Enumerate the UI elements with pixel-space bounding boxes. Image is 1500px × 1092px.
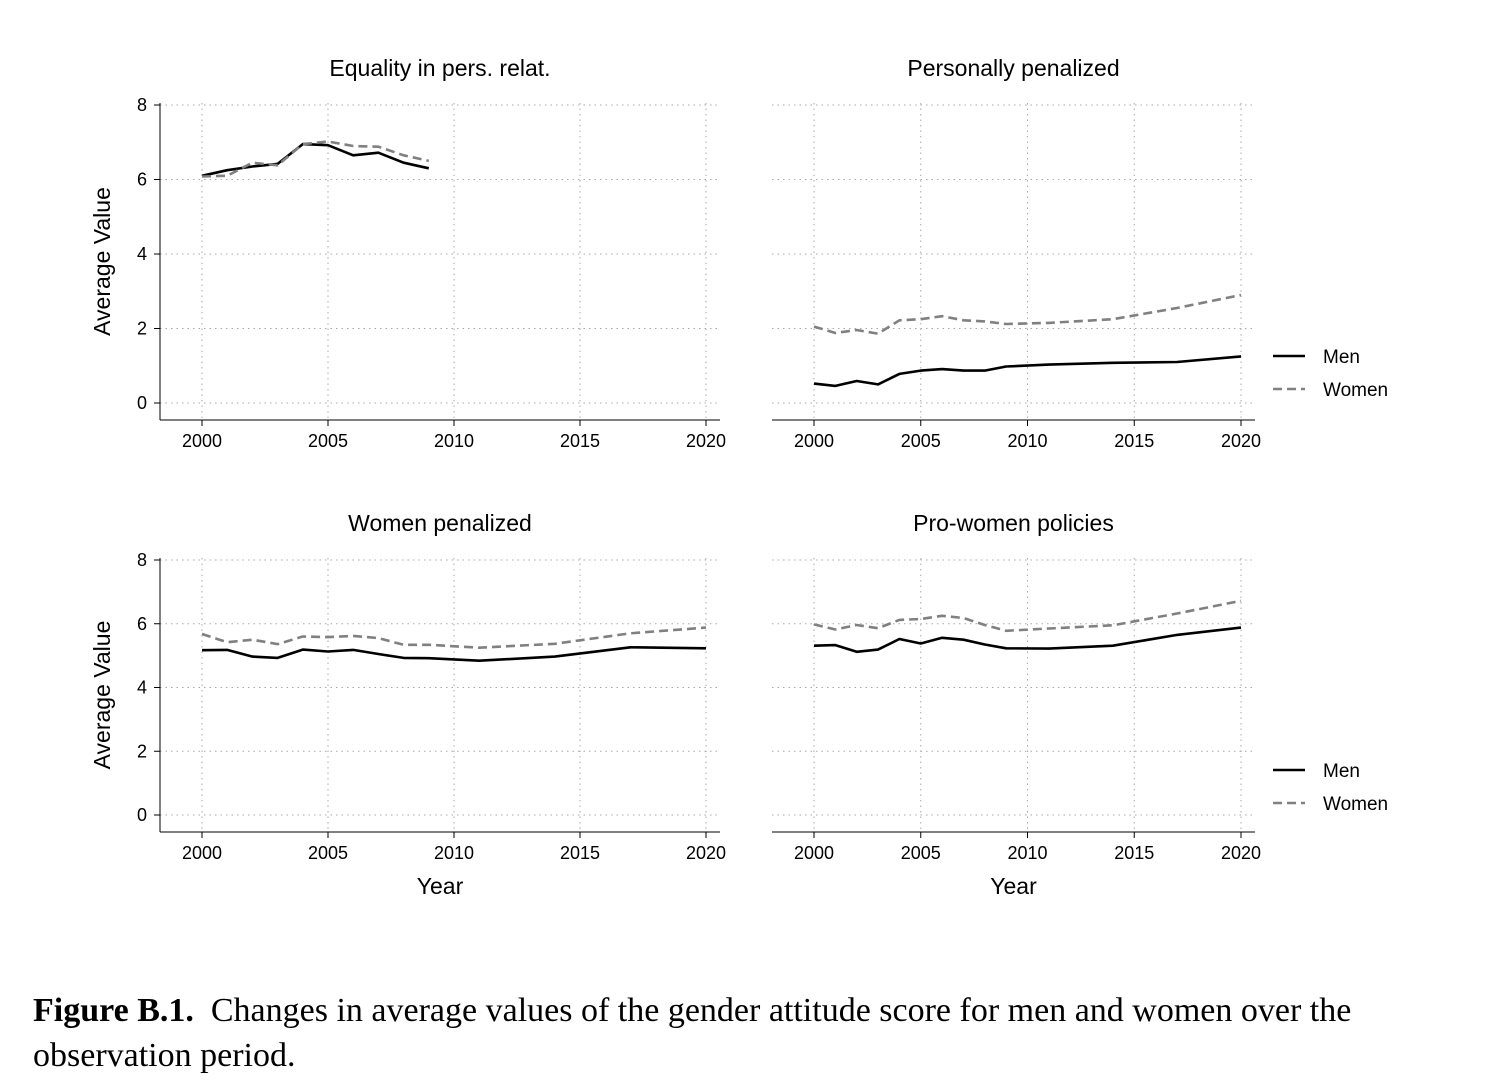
y-tick-label: 2 [137, 319, 147, 339]
series-line-men [813, 626, 1242, 654]
y-tick-label: 0 [137, 393, 147, 413]
legend: Men Women [1273, 761, 1388, 815]
series-line-men [201, 142, 430, 178]
y-tick-label: 8 [137, 550, 147, 570]
series-line-women [813, 293, 1242, 336]
y-tick-label: 0 [137, 805, 147, 825]
y-tick-label: 4 [137, 244, 147, 264]
series-line-men [201, 645, 707, 663]
chart-panel-3: 2000 2005 2010 2015 2020 0 2 4 6 8 Women penalized… [89, 510, 726, 899]
caption-label: Figure B.1. [33, 992, 194, 1029]
x-tick-label: 2020 [686, 431, 726, 451]
x-tick-label: 2010 [1007, 843, 1047, 863]
x-axis-label: Year [990, 873, 1037, 899]
series-line-women [813, 599, 1242, 633]
legend-label-women: Women [1323, 794, 1388, 815]
x-tick-label: 2015 [560, 843, 600, 863]
x-tick-label: 2005 [308, 843, 348, 863]
chart-title: Personally penalized [907, 55, 1119, 81]
x-tick-label: 2000 [182, 431, 222, 451]
x-axis-label: Year [417, 873, 464, 899]
x-tick-label: 2020 [1221, 431, 1261, 451]
series-line-men [813, 355, 1242, 388]
legend-label-men: Men [1323, 761, 1360, 782]
chart-panel-1: 2000 2005 2010 2015 2020 0 2 4 6 8 Equality in per… [89, 55, 726, 451]
x-tick-label: 2005 [901, 843, 941, 863]
chart-panel-2: 2000 2005 2010 2015 2020 Personally penalized… [772, 55, 1388, 451]
y-tick-label: 8 [137, 95, 147, 115]
y-tick-label: 2 [137, 741, 147, 761]
x-tick-label: 2020 [686, 843, 726, 863]
x-tick-label: 2010 [434, 843, 474, 863]
x-tick-label: 2000 [182, 843, 222, 863]
chart-title: Women penalized [348, 510, 532, 536]
x-tick-label: 2020 [1221, 843, 1261, 863]
x-tick-label: 2015 [1114, 431, 1154, 451]
x-tick-label: 2015 [560, 431, 600, 451]
x-tick-label: 2000 [794, 431, 834, 451]
x-tick-label: 2000 [794, 843, 834, 863]
figure-caption: Figure B.1. Changes in average values of… [33, 988, 1473, 1078]
chart-title: Pro-women policies [913, 510, 1114, 536]
series-line-women [201, 140, 430, 178]
y-axis-label: Average Value [89, 621, 115, 770]
y-tick-label: 4 [137, 678, 147, 698]
series-line-women [201, 626, 707, 650]
y-axis-label: Average Value [89, 187, 115, 336]
x-tick-label: 2005 [308, 431, 348, 451]
x-tick-label: 2010 [434, 431, 474, 451]
chart-panel-4: 2000 2005 2010 2015 2020 Pro-women policies Ye… [772, 510, 1388, 899]
y-tick-label: 6 [137, 170, 147, 190]
legend-label-women: Women [1323, 380, 1388, 401]
y-tick-label: 6 [137, 614, 147, 634]
legend: Men Women [1273, 347, 1388, 401]
x-tick-label: 2015 [1114, 843, 1154, 863]
x-tick-label: 2010 [1007, 431, 1047, 451]
chart-title: Equality in pers. relat. [329, 55, 550, 81]
figure-canvas: 2000 2005 2010 2015 2020 0 2 4 6 8 Equality in per… [89, 55, 1388, 899]
legend-label-men: Men [1323, 347, 1360, 368]
caption-text: Changes in average values of the gender … [33, 992, 1352, 1074]
x-tick-label: 2005 [901, 431, 941, 451]
